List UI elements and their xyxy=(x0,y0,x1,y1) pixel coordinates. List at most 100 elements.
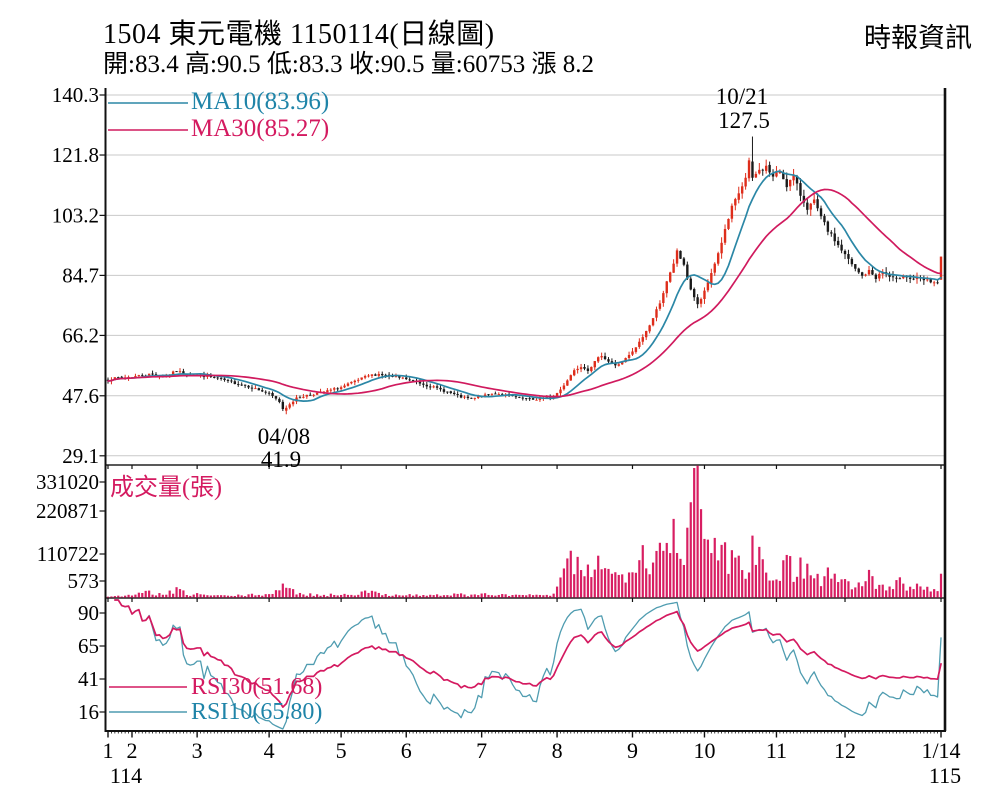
volume-bar xyxy=(178,589,182,598)
volume-bar xyxy=(377,592,380,598)
candle-body xyxy=(864,274,867,276)
x-axis-label: 3 xyxy=(192,738,203,763)
volume-bar xyxy=(117,595,120,598)
candle-body xyxy=(374,374,377,376)
volume-bar xyxy=(624,582,627,598)
volume-pane-label: 成交量(張) xyxy=(110,475,222,501)
volume-bar xyxy=(154,595,158,598)
candle-body xyxy=(648,325,651,332)
peak-annotation-date: 10/21 xyxy=(715,84,769,109)
candle-body xyxy=(764,165,768,171)
volume-bar xyxy=(216,595,219,598)
volume-bar xyxy=(477,595,480,598)
volume-bar xyxy=(350,594,353,598)
volume-bar xyxy=(292,589,295,598)
volume-bar xyxy=(387,595,391,598)
candle-body xyxy=(120,376,123,378)
year-label-right: 115 xyxy=(929,763,961,788)
candle-body xyxy=(579,367,583,370)
volume-bar xyxy=(789,556,792,598)
candle-body xyxy=(278,398,281,402)
candle-body xyxy=(353,380,357,383)
candle-body xyxy=(593,361,596,368)
candle-body xyxy=(535,399,538,401)
volume-bar xyxy=(590,577,593,598)
volume-bar xyxy=(209,595,212,598)
candle-body xyxy=(141,375,144,377)
candle-body xyxy=(470,397,473,399)
volume-bar xyxy=(768,580,771,598)
candle-body xyxy=(826,221,830,232)
candle-body xyxy=(497,394,500,395)
volume-bar xyxy=(857,582,860,598)
volume-bar xyxy=(281,583,284,598)
volume-bar xyxy=(655,550,658,598)
candle-body xyxy=(727,218,730,229)
volume-bar xyxy=(429,594,432,598)
volume-bar xyxy=(370,590,374,598)
volume-bar xyxy=(939,573,943,598)
candle-body xyxy=(449,391,452,393)
volume-bar xyxy=(607,568,610,598)
y-axis-label: 29.1 xyxy=(62,444,99,468)
candle-body xyxy=(429,386,432,388)
candle-body xyxy=(134,376,137,378)
candle-body xyxy=(367,375,370,377)
volume-bar xyxy=(418,595,422,598)
candle-body xyxy=(312,394,315,396)
candle-body xyxy=(333,388,336,390)
candle-body xyxy=(740,186,744,194)
candle-body xyxy=(518,396,521,398)
candle-body xyxy=(672,263,675,273)
candle-body xyxy=(147,373,151,376)
candle-body xyxy=(586,368,590,372)
volume-bar xyxy=(130,595,134,598)
candle-body xyxy=(250,387,254,389)
volume-bar xyxy=(305,595,308,598)
volume-bar xyxy=(638,560,641,598)
volume-bar xyxy=(799,557,802,598)
volume-bar xyxy=(915,583,919,598)
volume-bar xyxy=(658,542,662,598)
volume-bar xyxy=(346,594,350,598)
candle-body xyxy=(305,394,309,397)
volume-bar xyxy=(699,509,703,598)
candle-body xyxy=(357,379,360,381)
volume-bar xyxy=(408,594,411,598)
volume-bar xyxy=(528,594,531,598)
candle-body xyxy=(381,373,384,376)
volume-bar xyxy=(459,593,463,598)
candle-body xyxy=(638,341,641,347)
candle-body xyxy=(531,398,535,400)
volume-bar xyxy=(621,574,624,598)
volume-bar xyxy=(244,596,247,598)
volume-bar xyxy=(316,594,319,598)
y-axis-label: 47.6 xyxy=(62,384,99,408)
candle-body xyxy=(617,364,620,366)
volume-bar xyxy=(148,590,151,598)
volume-bar xyxy=(381,595,384,598)
volume-bar xyxy=(758,546,761,598)
volume-bar xyxy=(185,595,188,598)
volume-bar xyxy=(127,594,130,598)
candle-body xyxy=(874,274,878,279)
ohlc-info-line: 開:83.4 高:90.5 低:83.3 收:90.5 量:60753 漲 8.… xyxy=(103,51,594,78)
volume-bar xyxy=(364,590,367,598)
volume-bar xyxy=(518,594,521,598)
candle-body xyxy=(857,268,860,273)
volume-bar xyxy=(610,573,614,598)
candle-body xyxy=(545,396,548,398)
candle-body xyxy=(908,277,912,279)
candle-body xyxy=(336,388,339,390)
candle-body xyxy=(854,264,857,269)
volume-bar xyxy=(542,595,545,598)
candle-body xyxy=(446,391,449,393)
volume-bar xyxy=(158,593,161,598)
volume-bar xyxy=(545,594,548,598)
volume-bar xyxy=(730,550,733,598)
volume-bar xyxy=(850,589,853,598)
volume-bar xyxy=(696,465,699,598)
candle-body xyxy=(401,377,405,379)
candle-body xyxy=(343,385,346,388)
volume-bar xyxy=(415,594,418,598)
